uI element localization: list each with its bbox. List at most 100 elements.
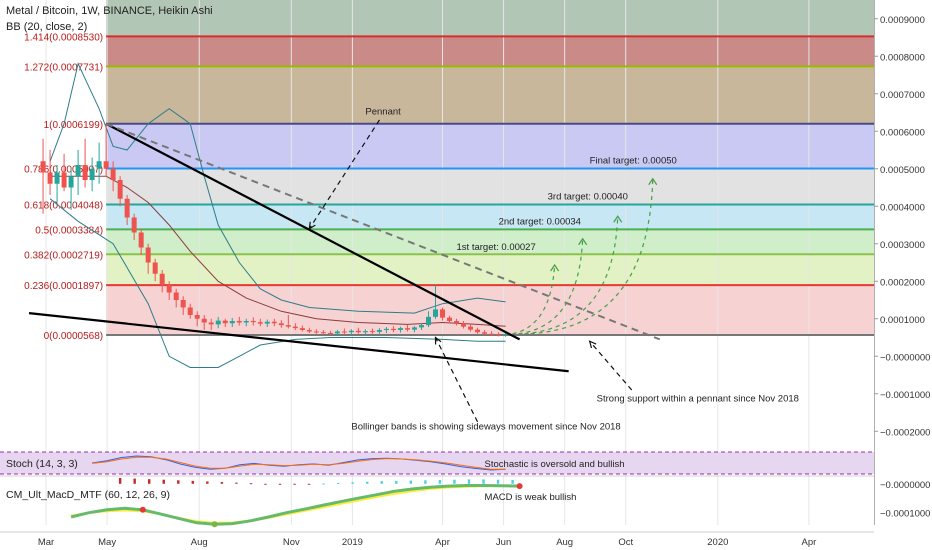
- candle-body[interactable]: [369, 331, 375, 333]
- macd-histogram-bar: [351, 482, 354, 484]
- trendline-pennant-lower: [28, 312, 569, 373]
- candle-body[interactable]: [82, 165, 88, 180]
- candle-body[interactable]: [222, 320, 228, 324]
- candle-body[interactable]: [362, 331, 368, 333]
- candle-body[interactable]: [187, 307, 193, 316]
- macd-note: MACD is weak bullish: [485, 492, 577, 503]
- candle-body[interactable]: [327, 333, 333, 334]
- candle-body[interactable]: [236, 321, 242, 323]
- candle-body[interactable]: [243, 321, 249, 323]
- candle-body[interactable]: [54, 172, 60, 184]
- fib-level-label: 1.272(0.0007731): [24, 62, 103, 73]
- candle-body[interactable]: [447, 317, 453, 321]
- macd-histogram-bar: [206, 481, 209, 484]
- candle-body[interactable]: [257, 322, 263, 324]
- candle-body[interactable]: [397, 328, 403, 330]
- candle-body[interactable]: [440, 309, 446, 318]
- candle-body[interactable]: [264, 321, 270, 324]
- macd-histogram-bar: [278, 483, 282, 485]
- annotation-text: 3rd target: 0.00040: [548, 192, 628, 203]
- candle-body[interactable]: [489, 333, 495, 335]
- price-tick-label: 0.0006000: [880, 127, 925, 138]
- stoch-d-line: [92, 456, 506, 470]
- candle-body[interactable]: [496, 334, 502, 336]
- candle-body[interactable]: [110, 168, 116, 180]
- candle-body[interactable]: [250, 321, 256, 323]
- candle-body[interactable]: [503, 334, 509, 336]
- candle-body[interactable]: [47, 172, 53, 184]
- candle-body[interactable]: [348, 330, 354, 333]
- fib-level-label: 1.414(0.0008530): [24, 32, 103, 43]
- candle-body[interactable]: [461, 323, 467, 327]
- candle-body[interactable]: [383, 328, 389, 330]
- macd-histogram-bar: [322, 483, 325, 485]
- candle-body[interactable]: [292, 326, 298, 329]
- price-tick-label: −0.0002000: [880, 427, 930, 438]
- annotation-text: Bollinger bands is showing sideways move…: [351, 421, 620, 432]
- candle-body[interactable]: [61, 172, 67, 188]
- candle-body[interactable]: [334, 331, 340, 334]
- trendline-pennant-upper: [105, 122, 521, 341]
- candle-body[interactable]: [278, 323, 284, 326]
- fib-band-bottom: [106, 285, 875, 335]
- candle-body[interactable]: [425, 316, 431, 326]
- fib-bands: [106, 0, 875, 335]
- candle-body[interactable]: [306, 330, 312, 332]
- support-pointer-head: [588, 340, 597, 349]
- candle-body[interactable]: [215, 320, 221, 325]
- candle-body[interactable]: [40, 161, 46, 173]
- candle-body[interactable]: [173, 292, 179, 301]
- candle-body[interactable]: [201, 318, 207, 323]
- candles[interactable]: [40, 123, 509, 337]
- candle-body[interactable]: [75, 165, 81, 177]
- candle-body[interactable]: [475, 329, 481, 333]
- candle-body[interactable]: [432, 309, 438, 317]
- target-arrow-head: [613, 215, 623, 223]
- target-arrow: [512, 264, 556, 335]
- macd-histogram-bar: [191, 480, 195, 484]
- candle-body[interactable]: [145, 247, 151, 263]
- candle-body[interactable]: [418, 325, 424, 328]
- candle-body[interactable]: [454, 321, 460, 324]
- macd-pane: CM_Ult_MacD_MTF (60, 12, 26, 9) MACD is w…: [0, 475, 930, 528]
- macd-histogram-bar: [482, 479, 485, 484]
- candle-body[interactable]: [355, 330, 361, 333]
- candle-body[interactable]: [194, 315, 200, 319]
- candle-body[interactable]: [131, 217, 137, 233]
- candle-body[interactable]: [124, 198, 130, 218]
- candle-body[interactable]: [390, 328, 396, 330]
- candle-body[interactable]: [68, 176, 74, 188]
- candle-body[interactable]: [103, 161, 109, 169]
- trendlines: [28, 122, 661, 373]
- candle-body[interactable]: [271, 321, 277, 324]
- candle-body[interactable]: [320, 332, 326, 334]
- candle-body[interactable]: [229, 321, 235, 324]
- candle-body[interactable]: [285, 325, 291, 327]
- candle-body[interactable]: [159, 273, 165, 285]
- target-arrow-head: [578, 237, 588, 246]
- candle-body[interactable]: [376, 330, 382, 332]
- candle-body[interactable]: [138, 232, 144, 248]
- candle-body[interactable]: [208, 322, 214, 325]
- candle-body[interactable]: [96, 161, 102, 169]
- price-axis: 0.0009000 0.0008000 0.0007000 0.0006000 0.00…: [874, 0, 930, 525]
- candle-body[interactable]: [180, 300, 186, 308]
- candle-body[interactable]: [341, 331, 347, 333]
- candle-body[interactable]: [411, 327, 417, 330]
- fib-band: [106, 36, 875, 67]
- candle-body[interactable]: [89, 168, 95, 180]
- candle-body[interactable]: [166, 285, 172, 293]
- fib-lines: 1.414(0.0008530) 1.272(0.0007731) 1(0.0006…: [24, 32, 874, 342]
- candle-body[interactable]: [468, 326, 474, 330]
- candle-body[interactable]: [152, 262, 158, 274]
- candle-body[interactable]: [313, 331, 319, 333]
- macd-histogram-bar: [453, 479, 456, 484]
- price-tick-label: −0.0000000: [880, 352, 930, 363]
- target-arrow-head: [550, 263, 560, 272]
- macd-histogram-bar: [496, 479, 500, 484]
- candle-body[interactable]: [299, 328, 305, 330]
- candle-body[interactable]: [404, 328, 410, 330]
- chart-title: Metal / Bitcoin, 1W, BINANCE, Heikin Ash…: [6, 5, 213, 17]
- candle-body[interactable]: [117, 180, 123, 199]
- candle-body[interactable]: [482, 332, 488, 334]
